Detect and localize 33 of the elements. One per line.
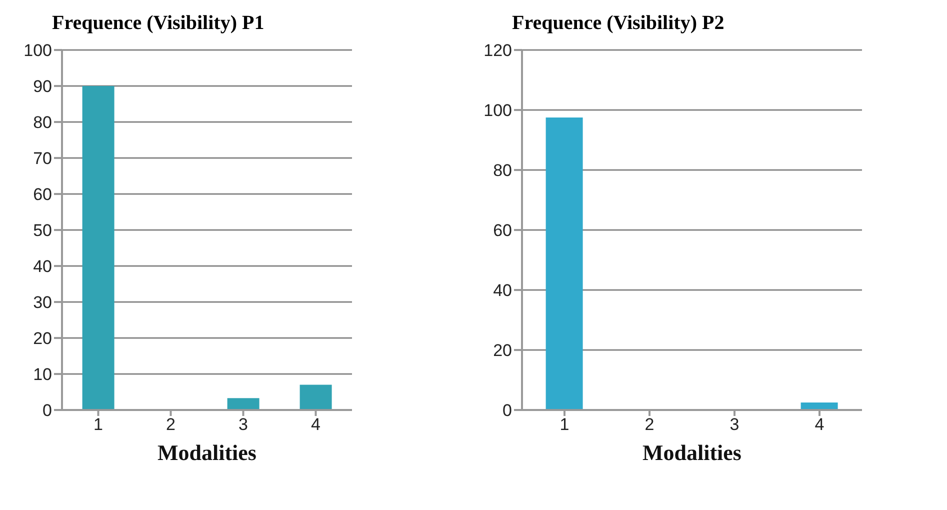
y-tick-label: 0: [502, 401, 512, 420]
y-tick-label: 60: [33, 185, 52, 204]
y-tick-label: 0: [42, 401, 52, 420]
bar: [300, 384, 332, 410]
y-tick-label: 20: [33, 329, 52, 348]
y-tick-label: 80: [33, 113, 52, 132]
y-tick-label: 30: [33, 293, 52, 312]
y-tick-label: 90: [33, 77, 52, 96]
x-axis-title: Modalities: [642, 440, 742, 465]
y-tick-label: 40: [493, 281, 512, 300]
bar: [227, 398, 260, 410]
x-tick-label: 4: [311, 415, 320, 434]
chart-title: Frequence (Visibility) P2: [511, 12, 726, 36]
y-tick-label: 100: [484, 101, 512, 120]
x-tick-label: 3: [238, 415, 248, 434]
x-tick-label: 4: [814, 415, 824, 434]
y-tick-label: 60: [493, 221, 512, 240]
x-tick-label: 1: [94, 415, 103, 434]
y-tick-label: 40: [33, 257, 52, 276]
bar: [82, 86, 114, 410]
y-tick-label: 10: [33, 365, 52, 384]
chart-title: Frequence (Visibility) P1: [51, 12, 266, 36]
y-tick-label: 20: [493, 341, 512, 360]
x-tick-label: 3: [730, 415, 740, 434]
x-tick-label: 2: [644, 415, 654, 434]
x-axis-title: Modalities: [158, 440, 257, 465]
y-tick-label: 50: [33, 221, 52, 240]
y-tick-label: 80: [493, 161, 512, 180]
y-tick-label: 70: [33, 149, 52, 168]
y-tick-label: 100: [24, 41, 52, 60]
x-tick-label: 2: [166, 415, 176, 434]
y-tick-label: 120: [484, 41, 512, 60]
x-tick-label: 1: [560, 415, 570, 434]
